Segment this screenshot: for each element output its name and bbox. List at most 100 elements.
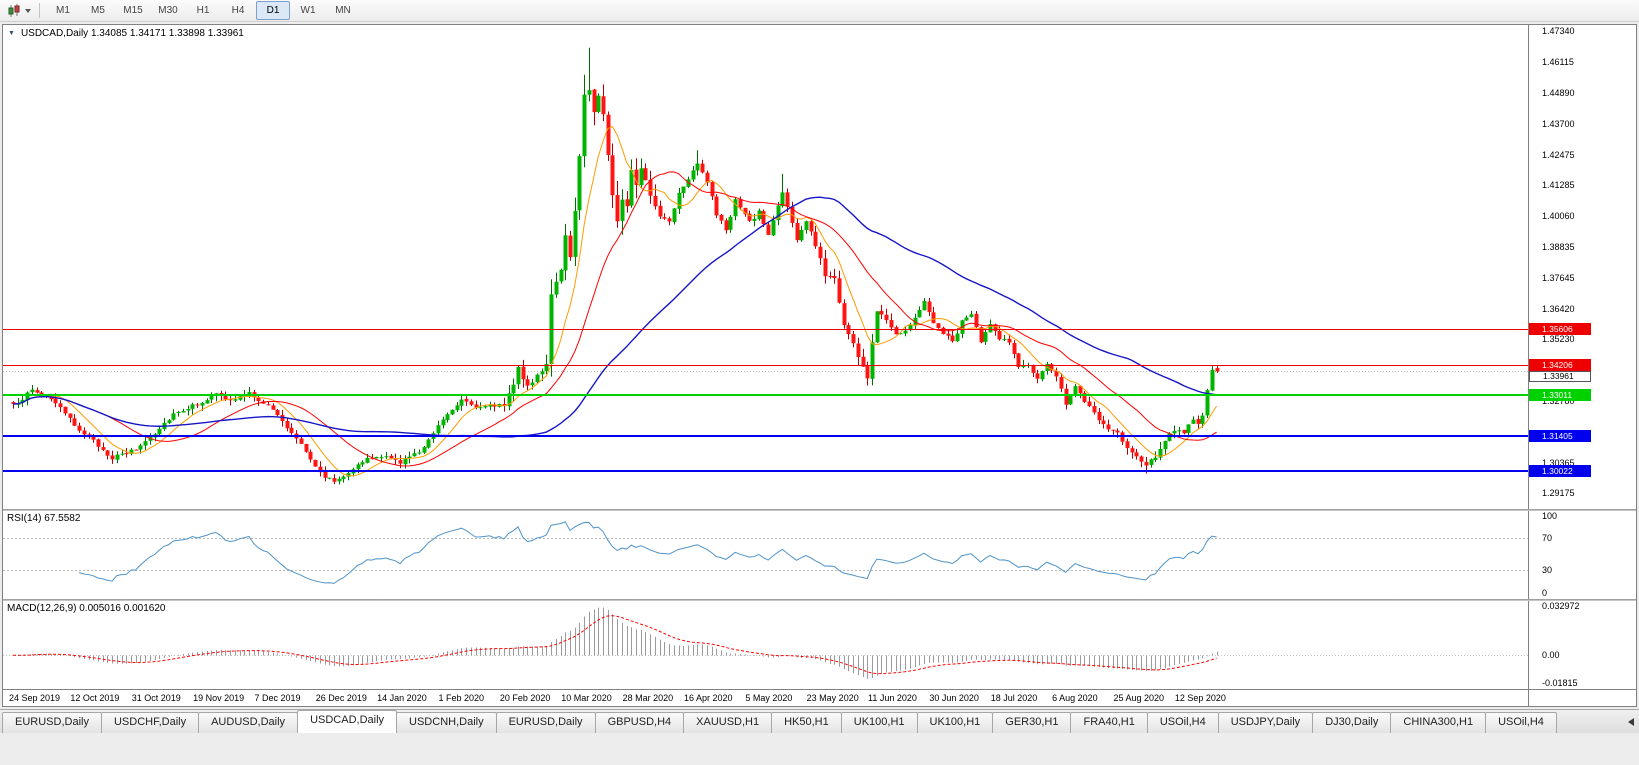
hline-price-badge: 1.30022 <box>1529 465 1591 478</box>
chevron-down-icon[interactable] <box>23 3 33 19</box>
time-axis-label: 10 Mar 2020 <box>561 693 612 703</box>
chart-tabbar: EURUSD,Daily USDCHF,Daily AUDUSD,Daily USDC… <box>0 709 1639 733</box>
price-axis-label: 1.42475 <box>1542 149 1575 160</box>
timeframe-button-m30[interactable]: M30 <box>158 5 178 16</box>
tab-xauusd-h1[interactable]: XAUUSD,H1 <box>683 712 773 733</box>
time-axis-label: 20 Feb 2020 <box>499 693 551 703</box>
toolbar-separator <box>39 3 40 18</box>
hline-price-badge: 1.34206 <box>1529 359 1591 372</box>
price-axis-label: 1.35230 <box>1542 334 1575 344</box>
panel-separator[interactable] <box>3 599 1636 601</box>
price-axis-label: 1.40060 <box>1542 211 1575 222</box>
price-axis-label: 1.43700 <box>1542 118 1575 129</box>
time-axis-label: 19 Nov 2019 <box>193 693 245 703</box>
tab-audusd-daily[interactable]: AUDUSD,Daily <box>198 712 299 733</box>
rsi-panel[interactable]: RSI(14) 67.5582 <box>3 511 1528 599</box>
one-click-trading-icon[interactable]: ▼ <box>8 29 15 37</box>
tab-usdcad-daily[interactable]: USDCAD,Daily <box>297 710 398 733</box>
macd-canvas[interactable] <box>3 601 1528 689</box>
tab-ger30-h1[interactable]: GER30,H1 <box>992 712 1072 733</box>
tab-china300-h1[interactable]: CHINA300,H1 <box>1390 712 1487 733</box>
tab-usoil-h4[interactable]: USOil,H4 <box>1146 712 1219 733</box>
time-axis-label: 16 Apr 2020 <box>683 693 733 703</box>
rsi-axis-label: 30 <box>1542 564 1553 575</box>
main-chart-area[interactable]: ▼ USDCAD,Daily 1.34085 1.34171 1.33898 1… <box>3 25 1528 509</box>
time-axis-label: 26 Dec 2019 <box>315 693 367 703</box>
tab-eurusd-daily[interactable]: EURUSD,Daily <box>2 712 102 733</box>
timeframe-button-m5[interactable]: M5 <box>91 5 105 16</box>
rsi-axis-label: 0 <box>1542 588 1548 598</box>
time-axis-label: 5 May 2020 <box>745 693 793 703</box>
timeframe-button-d1[interactable]: D1 <box>256 1 290 20</box>
timeframe-buttons: M1 M5 M15 M30 H1 H4 D1 W1 MN <box>46 1 360 20</box>
price-axis-label: 1.36420 <box>1542 303 1575 314</box>
rsi-axis-label: 100 <box>1542 511 1558 521</box>
time-axis-label: 24 Sep 2019 <box>9 693 61 703</box>
time-axis-label: 1 Feb 2020 <box>438 693 485 703</box>
rsi-axis: 100 70 30 0 <box>1528 511 1636 599</box>
time-axis-label: 6 Aug 2020 <box>1052 693 1098 703</box>
price-axis-label: 1.47340 <box>1542 26 1575 36</box>
price-axis-label: 1.37645 <box>1542 272 1575 283</box>
tab-eurusd-daily[interactable]: EURUSD,Daily <box>495 712 596 733</box>
macd-axis: 0.032972 0.00 -0.01815 <box>1528 601 1636 689</box>
price-axis-label: 1.41285 <box>1542 180 1575 190</box>
macd-axis-label: 0.00 <box>1542 650 1560 661</box>
tab-usdjpy-daily[interactable]: USDJPY,Daily <box>1217 712 1314 733</box>
tab-uk100-h1[interactable]: UK100,H1 <box>916 712 994 733</box>
hline-price-badge: 1.31405 <box>1529 430 1591 443</box>
time-axis-label: 14 Jan 2020 <box>377 693 427 703</box>
price-axis-label: 1.38835 <box>1542 242 1575 253</box>
timeframe-button-m1[interactable]: M1 <box>56 5 70 16</box>
timeframe-button-h1[interactable]: H1 <box>196 5 210 16</box>
rsi-axis-label: 70 <box>1542 533 1553 544</box>
panel-separator[interactable] <box>3 509 1636 511</box>
tab-hk50-h1[interactable]: HK50,H1 <box>771 712 842 733</box>
tab-usdchf-daily[interactable]: USDCHF,Daily <box>100 712 200 733</box>
price-axis-label: 1.44890 <box>1542 88 1575 99</box>
tab-fra40-h1[interactable]: FRA40,H1 <box>1070 712 1148 733</box>
timeframe-button-w1[interactable]: W1 <box>300 5 316 16</box>
chart-title: USDCAD,Daily 1.34085 1.34171 1.33898 1.3… <box>20 28 244 39</box>
time-axis-label: 31 Oct 2019 <box>131 693 181 703</box>
time-axis-label: 30 Jun 2020 <box>929 693 979 703</box>
macd-label: MACD(12,26,9) 0.005016 0.001620 <box>7 603 166 614</box>
macd-axis-label: -0.01815 <box>1542 678 1578 688</box>
price-axis-label: 1.46115 <box>1542 57 1574 68</box>
time-axis[interactable]: 24 Sep 2019 12 Oct 2019 31 Oct 2019 19 Nov … <box>3 689 1528 706</box>
price-axis-label: 1.30365 <box>1542 457 1575 468</box>
chart-title-row: ▼ USDCAD,Daily 1.34085 1.34171 1.33898 1… <box>8 28 244 39</box>
timeframe-toolbar: M1 M5 M15 M30 H1 H4 D1 W1 MN <box>0 0 1639 22</box>
tab-uk100-h1[interactable]: UK100,H1 <box>840 712 918 733</box>
time-axis-label: 18 Jul 2020 <box>990 693 1038 703</box>
time-axis-label: 11 Jun 2020 <box>868 693 917 703</box>
tab-dj30-daily[interactable]: DJ30,Daily <box>1312 712 1392 733</box>
time-axis-label: 12 Oct 2019 <box>70 693 120 703</box>
tab-usoil-h4[interactable]: USOil,H4 <box>1485 712 1557 733</box>
time-axis-label: 28 Mar 2020 <box>622 693 674 703</box>
rsi-label: RSI(14) 67.5582 <box>7 513 81 524</box>
timeframe-button-m15[interactable]: M15 <box>123 5 143 16</box>
candlestick-chart-icon[interactable] <box>5 3 23 19</box>
hline-price-badge: 1.33011 <box>1529 389 1591 402</box>
bid-price-badge: 1.33961 <box>1529 371 1591 382</box>
tab-usdcnh-daily[interactable]: USDCNH,Daily <box>396 712 497 733</box>
time-axis-label: 25 Aug 2020 <box>1113 693 1165 703</box>
macd-panel[interactable]: MACD(12,26,9) 0.005016 0.001620 <box>3 601 1528 689</box>
chart-tabs: EURUSD,Daily USDCHF,Daily AUDUSD,Daily USDC… <box>2 709 1617 733</box>
hline-price-badge: 1.35606 <box>1529 323 1591 336</box>
price-axis-label: 1.29175 <box>1542 488 1575 498</box>
macd-axis-label: 0.032972 <box>1542 601 1580 611</box>
time-axis-label: 12 Sep 2020 <box>1174 693 1226 703</box>
rsi-canvas[interactable] <box>3 511 1528 599</box>
tab-gbpusd-h4[interactable]: GBPUSD,H4 <box>594 712 685 733</box>
price-axis[interactable]: 1.47340 1.46115 1.44890 1.43700 1.42475 1.412… <box>1528 25 1636 509</box>
time-axis-label: 23 May 2020 <box>806 693 859 703</box>
timeframe-button-mn[interactable]: MN <box>335 5 351 16</box>
timeframe-button-h4[interactable]: H4 <box>231 5 245 16</box>
chart-window: ▼ USDCAD,Daily 1.34085 1.34171 1.33898 1… <box>2 24 1637 707</box>
chevron-left-icon[interactable] <box>1628 718 1634 726</box>
price-chart-canvas[interactable] <box>3 25 1528 509</box>
axis-corner <box>1528 689 1636 706</box>
time-axis-label: 7 Dec 2019 <box>254 693 301 703</box>
